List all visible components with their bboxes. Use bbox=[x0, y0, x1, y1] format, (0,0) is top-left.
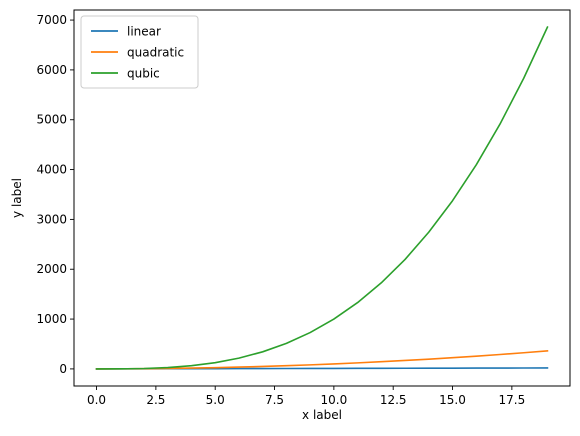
x-tick-label: 5.0 bbox=[206, 393, 225, 407]
legend-label-qubic: qubic bbox=[127, 67, 160, 81]
x-tick-label: 17.5 bbox=[498, 393, 525, 407]
y-tick-label: 0 bbox=[59, 362, 67, 376]
series-line-qubic bbox=[95, 26, 549, 370]
x-tick-label: 15.0 bbox=[439, 393, 466, 407]
series-line-quadratic bbox=[95, 350, 549, 370]
legend-label-linear: linear bbox=[127, 25, 161, 39]
x-tick-label: 2.5 bbox=[146, 393, 165, 407]
x-tick-label: 12.5 bbox=[380, 393, 407, 407]
y-tick-label: 1000 bbox=[36, 312, 67, 326]
x-tick-label: 0.0 bbox=[87, 393, 106, 407]
x-tick-label: 10.0 bbox=[321, 393, 348, 407]
x-axis-label: x label bbox=[302, 408, 342, 422]
legend: linear quadratic qubic bbox=[80, 15, 199, 89]
series-lines bbox=[95, 26, 549, 370]
legend-label-quadratic: quadratic bbox=[127, 46, 184, 60]
legend-box bbox=[80, 15, 199, 89]
y-tick-label: 5000 bbox=[36, 113, 67, 127]
y-tick-label: 2000 bbox=[36, 262, 67, 276]
y-tick-label: 3000 bbox=[36, 212, 67, 226]
y-tick-label: 6000 bbox=[36, 63, 67, 77]
plot-area-frame bbox=[73, 9, 571, 387]
y-tick-label: 7000 bbox=[36, 13, 67, 27]
x-tick-label: 7.5 bbox=[265, 393, 284, 407]
y-axis-label: y label bbox=[10, 178, 24, 218]
y-tick-label: 4000 bbox=[36, 163, 67, 177]
x-axis-ticks: 0.0 2.5 5.0 7.5 10.0 12.5 15.0 17.5 bbox=[87, 386, 525, 407]
y-axis-ticks: 0 1000 2000 3000 4000 5000 6000 7000 bbox=[36, 13, 74, 376]
